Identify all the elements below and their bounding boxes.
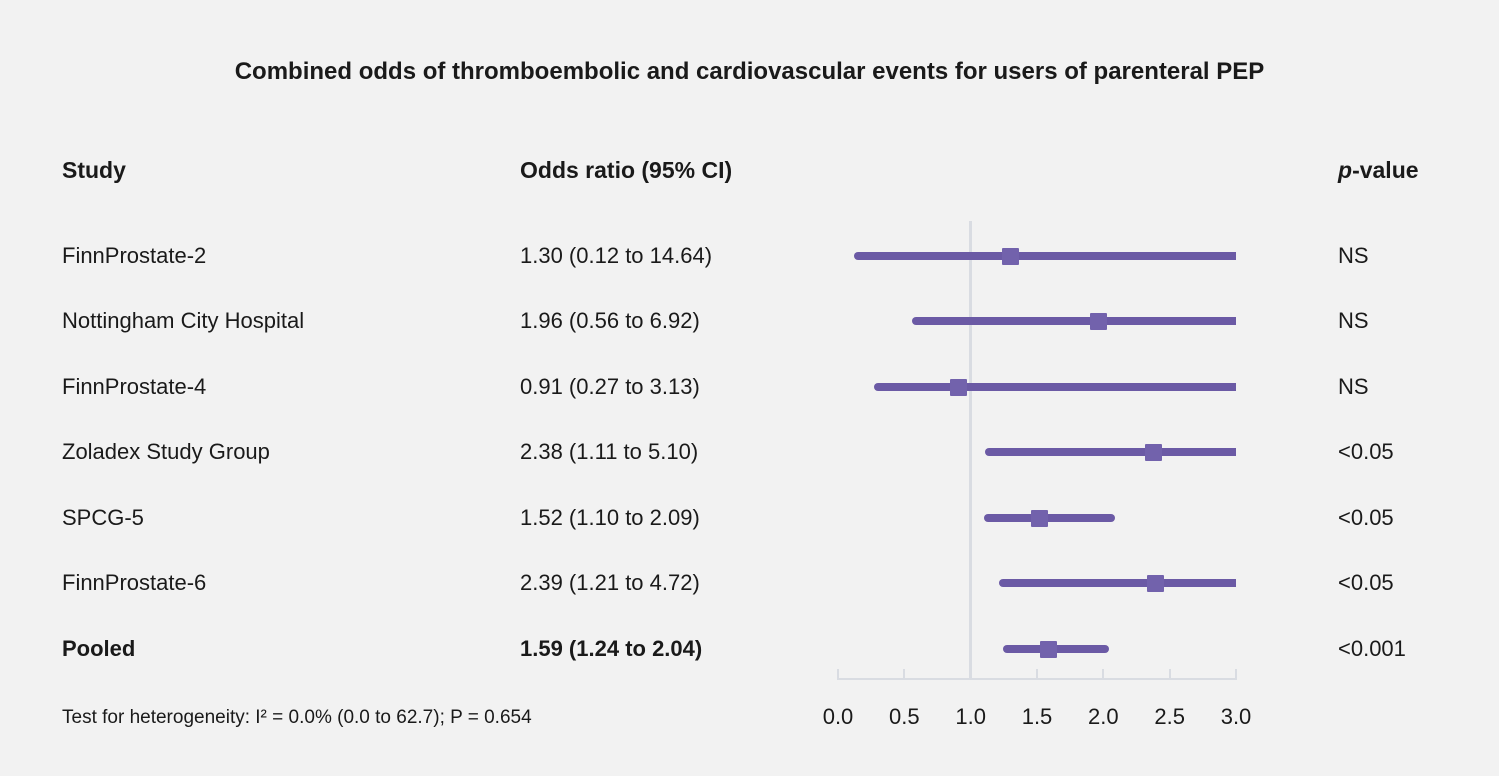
p-value-text: NS bbox=[1338, 308, 1369, 333]
column-header-pvalue: p-value bbox=[1338, 155, 1419, 185]
x-axis-tick bbox=[903, 669, 906, 678]
confidence-interval-line bbox=[985, 448, 1236, 456]
x-axis-tick-label: 3.0 bbox=[1220, 704, 1252, 729]
pvalue-header-italic-p: p bbox=[1338, 157, 1353, 183]
x-axis-tick bbox=[1036, 669, 1038, 678]
x-axis-tick bbox=[1168, 669, 1171, 678]
odds-ratio-ci-text: 1.30 (0.12 to 14.64) bbox=[520, 243, 713, 268]
study-name: FinnProstate-6 bbox=[62, 570, 207, 595]
p-value-text: NS bbox=[1338, 374, 1369, 399]
column-header-study: Study bbox=[62, 157, 126, 183]
column-header-odds-ratio: Odds ratio (95% CI) bbox=[520, 157, 733, 183]
p-value-text: <0.001 bbox=[1338, 636, 1406, 661]
x-axis-line bbox=[837, 678, 1237, 680]
figure-title: Combined odds of thromboembolic and card… bbox=[234, 58, 1265, 85]
confidence-interval-line bbox=[853, 252, 1236, 260]
x-axis-tick bbox=[1102, 669, 1105, 678]
x-axis-tick bbox=[1235, 669, 1237, 678]
odds-ratio-ci-text: 2.38 (1.11 to 5.10) bbox=[520, 439, 699, 464]
x-axis-tick-label: 0.5 bbox=[889, 704, 920, 729]
x-axis-tick-label: 2.5 bbox=[1154, 704, 1185, 729]
study-name: Pooled bbox=[62, 636, 136, 661]
odds-ratio-marker bbox=[1146, 574, 1164, 592]
confidence-interval-line bbox=[983, 514, 1116, 522]
odds-ratio-marker bbox=[1089, 312, 1107, 330]
odds-ratio-marker bbox=[950, 378, 968, 396]
p-value-text: <0.05 bbox=[1338, 505, 1394, 530]
odds-ratio-ci-text: 1.59 (1.24 to 2.04) bbox=[520, 636, 703, 661]
heterogeneity-note: Test for heterogeneity: I² = 0.0% (0.0 t… bbox=[62, 707, 532, 728]
study-name: FinnProstate-4 bbox=[62, 374, 207, 399]
x-axis-tick bbox=[969, 669, 972, 678]
x-axis-tick-label: 1.0 bbox=[955, 704, 986, 729]
x-axis-tick-label: 1.5 bbox=[1021, 704, 1053, 729]
odds-ratio-ci-text: 1.96 (0.56 to 6.92) bbox=[520, 308, 700, 333]
p-value-text: NS bbox=[1338, 243, 1369, 268]
odds-ratio-marker bbox=[1040, 640, 1058, 658]
confidence-interval-line bbox=[998, 579, 1236, 587]
x-axis-tick-label: 2.0 bbox=[1088, 704, 1119, 729]
odds-ratio-marker bbox=[1001, 247, 1019, 265]
x-axis-tick-label: 0.0 bbox=[822, 704, 854, 729]
study-name: SPCG-5 bbox=[62, 505, 144, 530]
odds-ratio-marker bbox=[1145, 443, 1163, 461]
odds-ratio-ci-text: 0.91 (0.27 to 3.13) bbox=[520, 374, 700, 399]
x-axis-tick bbox=[837, 669, 839, 678]
odds-ratio-marker bbox=[1031, 509, 1049, 527]
reference-line bbox=[969, 221, 973, 680]
p-value-text: <0.05 bbox=[1338, 439, 1394, 464]
study-name: Zoladex Study Group bbox=[62, 439, 270, 464]
odds-ratio-ci-text: 1.52 (1.10 to 2.09) bbox=[520, 505, 700, 530]
p-value-text: <0.05 bbox=[1338, 570, 1394, 595]
pvalue-header-rest: -value bbox=[1352, 157, 1419, 183]
odds-ratio-ci-text: 2.39 (1.21 to 4.72) bbox=[520, 570, 700, 595]
confidence-interval-line bbox=[873, 383, 1236, 391]
study-name: FinnProstate-2 bbox=[62, 243, 207, 268]
study-name: Nottingham City Hospital bbox=[62, 308, 305, 333]
confidence-interval-line bbox=[912, 317, 1236, 325]
